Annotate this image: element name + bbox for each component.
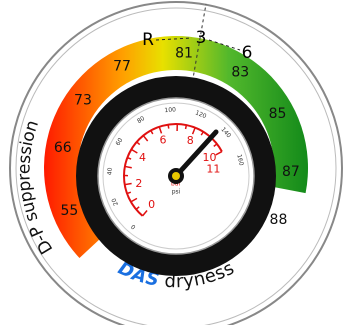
bar-scale-label: 11 [206,162,220,175]
top-scale-label: R [142,30,154,50]
top-scale-label: 3 [196,28,207,48]
top-scale-label: 6 [242,43,253,63]
outer-scale-label: 73 [74,92,92,108]
outer-scale-label: 66 [54,140,72,156]
bar-scale-label: 0 [148,198,155,211]
bar-scale-label: 2 [135,177,142,190]
outer-scale-label: 77 [113,58,131,74]
outer-scale-label: 87 [282,164,300,180]
unit-label: psi [172,189,181,196]
outer-scale-label: 55 [60,203,78,219]
outer-scale-label: 81 [175,45,193,61]
bar-tick [186,125,187,129]
psi-scale-label: 100 [164,106,176,114]
hub-center [172,172,180,180]
outer-scale-label: 83 [231,65,249,81]
gauge: D-P suppression DASdryness R 3 6 5566737… [0,0,343,325]
bar-scale-label: 4 [139,151,146,164]
bar-scale-label: 6 [160,133,167,146]
outer-scale-label: 85 [269,106,287,122]
outer-scale-label: 88 [270,212,288,228]
bar-scale-label: 8 [187,134,194,147]
bar-tick [168,125,169,129]
psi-scale-label: 40 [106,167,114,175]
